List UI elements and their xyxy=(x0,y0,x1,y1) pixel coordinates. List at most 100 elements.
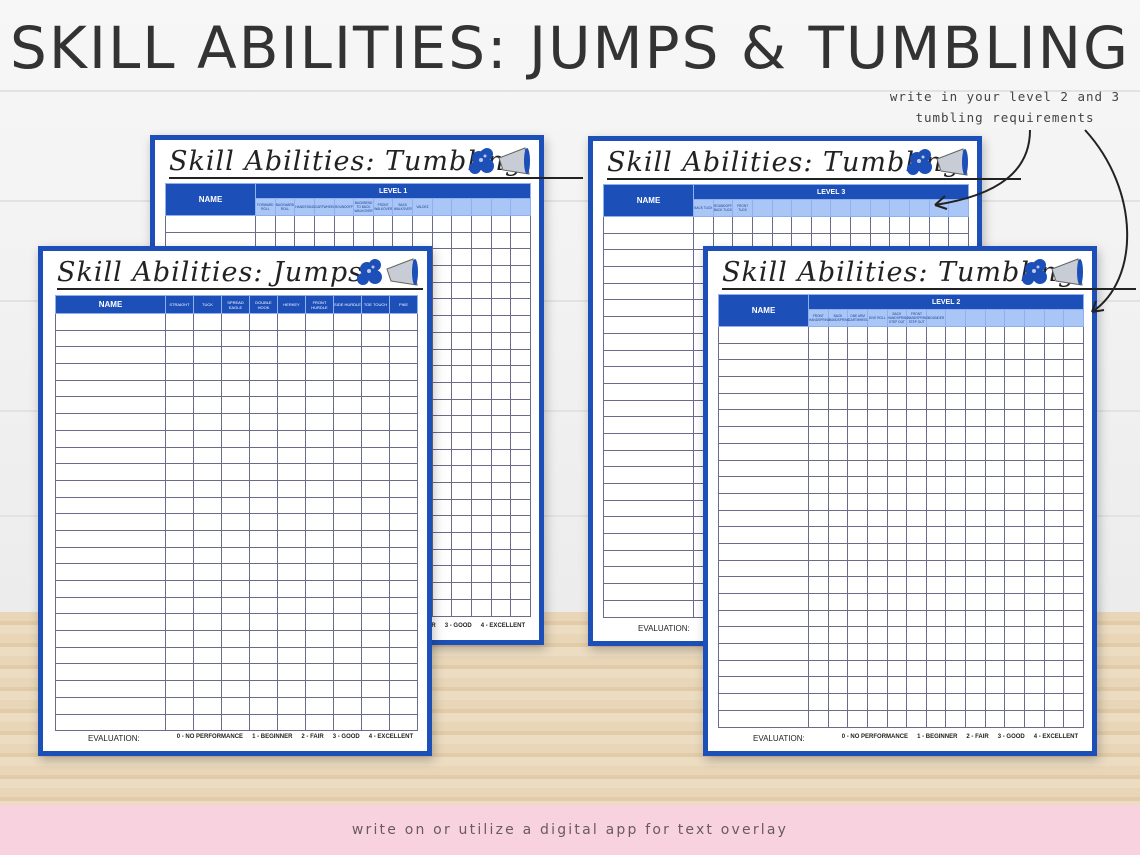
table-cell[interactable] xyxy=(510,482,532,500)
table-cell[interactable] xyxy=(510,348,532,367)
table-cell[interactable] xyxy=(277,313,306,331)
table-cell[interactable] xyxy=(277,379,306,398)
table-cell[interactable] xyxy=(603,266,694,284)
table-cell[interactable] xyxy=(490,265,512,283)
table-cell[interactable] xyxy=(866,409,888,428)
table-cell[interactable] xyxy=(906,709,927,728)
table-cell[interactable] xyxy=(945,459,967,478)
table-cell[interactable] xyxy=(886,342,908,361)
table-cell[interactable] xyxy=(965,659,986,678)
table-cell[interactable] xyxy=(1043,643,1065,661)
table-cell[interactable] xyxy=(165,346,194,365)
table-cell[interactable] xyxy=(866,626,888,645)
table-cell[interactable] xyxy=(808,442,829,461)
table-cell[interactable] xyxy=(847,409,868,428)
table-cell[interactable] xyxy=(827,709,849,728)
table-cell[interactable] xyxy=(847,659,868,678)
table-cell[interactable] xyxy=(984,442,1006,461)
table-cell[interactable] xyxy=(55,313,166,331)
table-cell[interactable] xyxy=(490,532,512,550)
table-cell[interactable] xyxy=(1063,326,1085,344)
table-cell[interactable] xyxy=(827,376,849,394)
table-cell[interactable] xyxy=(221,563,250,581)
table-cell[interactable] xyxy=(1043,442,1065,461)
table-cell[interactable] xyxy=(305,580,334,598)
table-cell[interactable] xyxy=(945,626,967,645)
table-cell[interactable] xyxy=(510,598,532,617)
table-cell[interactable] xyxy=(389,413,418,431)
table-cell[interactable] xyxy=(361,463,390,481)
table-cell[interactable] xyxy=(361,429,390,448)
table-cell[interactable] xyxy=(305,646,334,665)
table-cell[interactable] xyxy=(1024,326,1045,344)
table-cell[interactable] xyxy=(221,580,250,598)
table-cell[interactable] xyxy=(718,409,809,428)
table-cell[interactable] xyxy=(906,426,927,444)
table-cell[interactable] xyxy=(361,596,390,615)
table-cell[interactable] xyxy=(305,479,334,498)
table-cell[interactable] xyxy=(1004,542,1026,561)
table-cell[interactable] xyxy=(827,626,849,645)
table-cell[interactable] xyxy=(866,542,888,561)
table-cell[interactable] xyxy=(165,396,194,415)
table-cell[interactable] xyxy=(984,359,1006,378)
table-cell[interactable] xyxy=(1063,559,1085,578)
table-cell[interactable] xyxy=(718,509,809,528)
table-cell[interactable] xyxy=(886,376,908,394)
table-cell[interactable] xyxy=(718,676,809,695)
table-cell[interactable] xyxy=(389,329,418,348)
table-cell[interactable] xyxy=(1043,626,1065,645)
table-cell[interactable] xyxy=(984,709,1006,728)
table-cell[interactable] xyxy=(945,509,967,528)
table-cell[interactable] xyxy=(945,442,967,461)
table-cell[interactable] xyxy=(333,313,362,331)
table-cell[interactable] xyxy=(984,526,1006,544)
table-cell[interactable] xyxy=(193,546,222,565)
table-cell[interactable] xyxy=(1043,342,1065,361)
table-cell[interactable] xyxy=(886,542,908,561)
table-cell[interactable] xyxy=(165,613,194,632)
table-cell[interactable] xyxy=(827,693,849,711)
table-cell[interactable] xyxy=(847,542,868,561)
table-cell[interactable] xyxy=(221,346,250,365)
table-cell[interactable] xyxy=(510,532,532,550)
table-cell[interactable] xyxy=(333,346,362,365)
table-cell[interactable] xyxy=(249,346,278,365)
table-cell[interactable] xyxy=(277,396,306,415)
table-cell[interactable] xyxy=(945,542,967,561)
table-cell[interactable] xyxy=(808,426,829,444)
table-cell[interactable] xyxy=(1043,459,1065,478)
table-cell[interactable] xyxy=(965,559,986,578)
table-cell[interactable] xyxy=(333,696,362,715)
table-cell[interactable] xyxy=(471,548,492,567)
table-cell[interactable] xyxy=(361,496,390,515)
table-cell[interactable] xyxy=(490,248,512,267)
table-cell[interactable] xyxy=(490,398,512,417)
table-cell[interactable] xyxy=(866,359,888,378)
table-cell[interactable] xyxy=(945,559,967,578)
table-cell[interactable] xyxy=(221,313,250,331)
table-cell[interactable] xyxy=(906,359,927,378)
table-cell[interactable] xyxy=(305,329,334,348)
table-cell[interactable] xyxy=(193,379,222,398)
table-cell[interactable] xyxy=(305,663,334,682)
table-cell[interactable] xyxy=(471,565,492,584)
table-cell[interactable] xyxy=(1024,459,1045,478)
table-cell[interactable] xyxy=(451,298,473,317)
table-cell[interactable] xyxy=(847,676,868,695)
table-cell[interactable] xyxy=(451,331,473,350)
table-cell[interactable] xyxy=(165,580,194,598)
table-cell[interactable] xyxy=(718,342,809,361)
table-cell[interactable] xyxy=(193,596,222,615)
table-cell[interactable] xyxy=(866,392,888,411)
table-cell[interactable] xyxy=(451,215,473,233)
table-cell[interactable] xyxy=(490,582,512,600)
table-cell[interactable] xyxy=(984,643,1006,661)
table-cell[interactable] xyxy=(1024,342,1045,361)
table-cell[interactable] xyxy=(909,216,930,234)
table-cell[interactable] xyxy=(221,713,250,732)
table-cell[interactable] xyxy=(1043,392,1065,411)
table-cell[interactable] xyxy=(1063,492,1085,511)
table-cell[interactable] xyxy=(431,482,453,500)
table-cell[interactable] xyxy=(165,446,194,465)
